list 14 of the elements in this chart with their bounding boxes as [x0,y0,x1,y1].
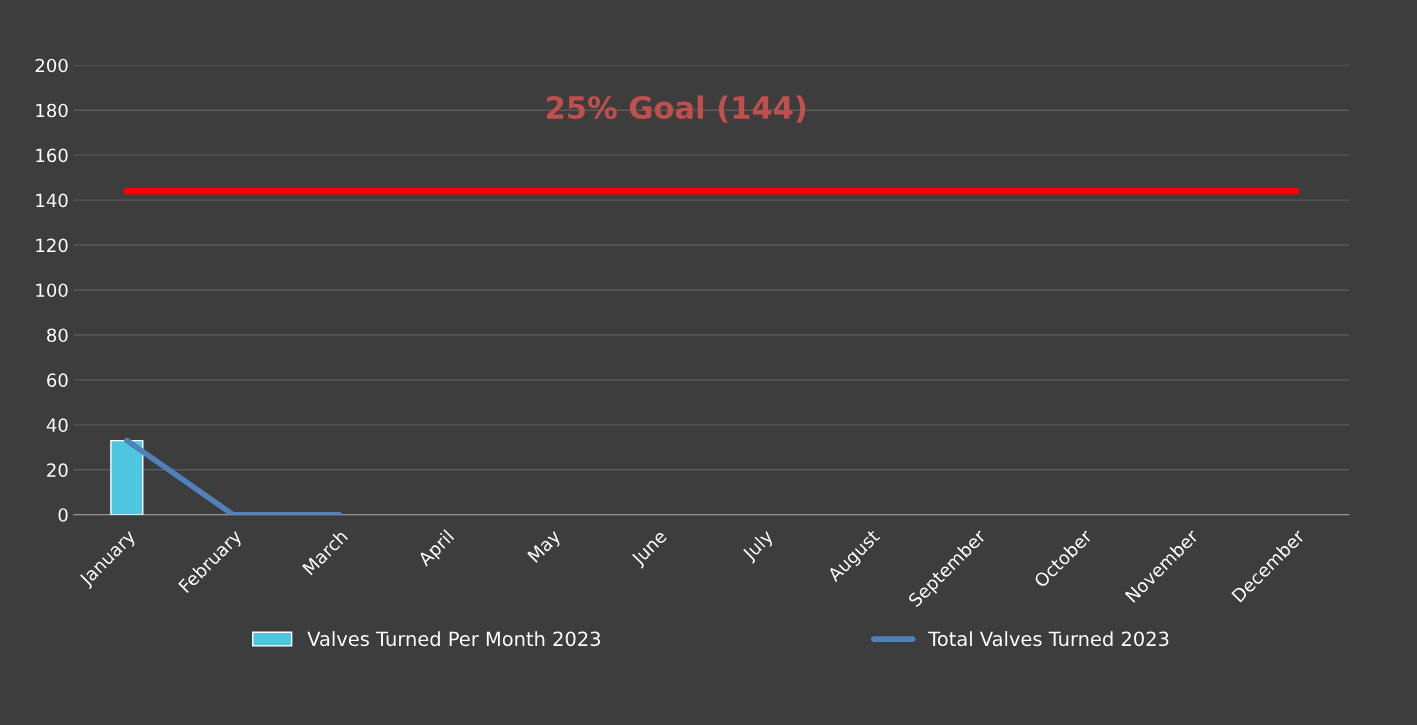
ref-line-label: 25% Goal (144) [547,95,806,123]
y-tick-label: 100 [36,283,68,298]
y-tick-label: 120 [36,238,68,253]
legend-label: Total Valves Turned 2023 [928,631,1169,647]
y-tick-label: 60 [47,373,68,388]
y-tick-label: 40 [46,418,68,432]
y-tick-label: 140 [36,193,68,208]
y-tick-label: 180 [36,103,68,118]
y-tick-label: 20 [47,463,68,477]
y-tick-label: 160 [36,148,68,163]
y-tick-label: 0 [58,508,68,522]
y-tick-label: 80 [47,328,68,343]
legend-label: Valves Turned Per Month 2023 [307,631,601,647]
y-tick-label: 200 [35,58,68,73]
